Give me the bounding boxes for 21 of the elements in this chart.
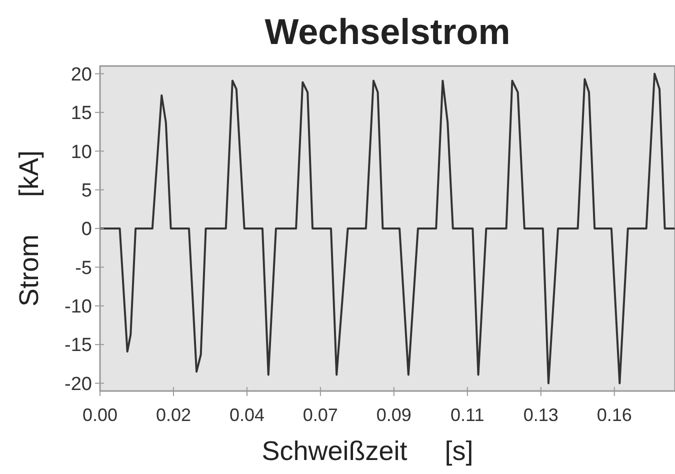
y-axis-title: Strom [kA] xyxy=(14,150,44,307)
y-tick-label: -20 xyxy=(64,374,92,395)
x-tick-label: 0.09 xyxy=(376,405,412,425)
x-tick-label: 0.02 xyxy=(156,405,192,425)
x-tick-label: 0.04 xyxy=(229,405,264,425)
y-tick-label: 0 xyxy=(81,219,92,240)
y-tick-label: -5 xyxy=(75,258,92,279)
x-tick-label: 0.16 xyxy=(596,405,632,425)
x-tick-label: 0.13 xyxy=(523,405,558,425)
line-series xyxy=(99,72,675,384)
x-tick-label: 0.00 xyxy=(82,405,118,425)
y-tick-label: 15 xyxy=(70,103,92,124)
y-tick-label: -15 xyxy=(64,335,92,356)
x-axis-title: Schweißzeit [s] xyxy=(262,436,474,466)
y-tick-label: 10 xyxy=(70,142,92,163)
x-tick-label: 0.07 xyxy=(302,405,338,425)
y-tick-label: 20 xyxy=(70,64,92,86)
chart-title: Wechselstrom xyxy=(264,11,510,52)
y-tick-label: 5 xyxy=(81,180,92,202)
y-tick-label: -10 xyxy=(64,296,92,318)
x-tick-label: 0.11 xyxy=(450,405,484,425)
